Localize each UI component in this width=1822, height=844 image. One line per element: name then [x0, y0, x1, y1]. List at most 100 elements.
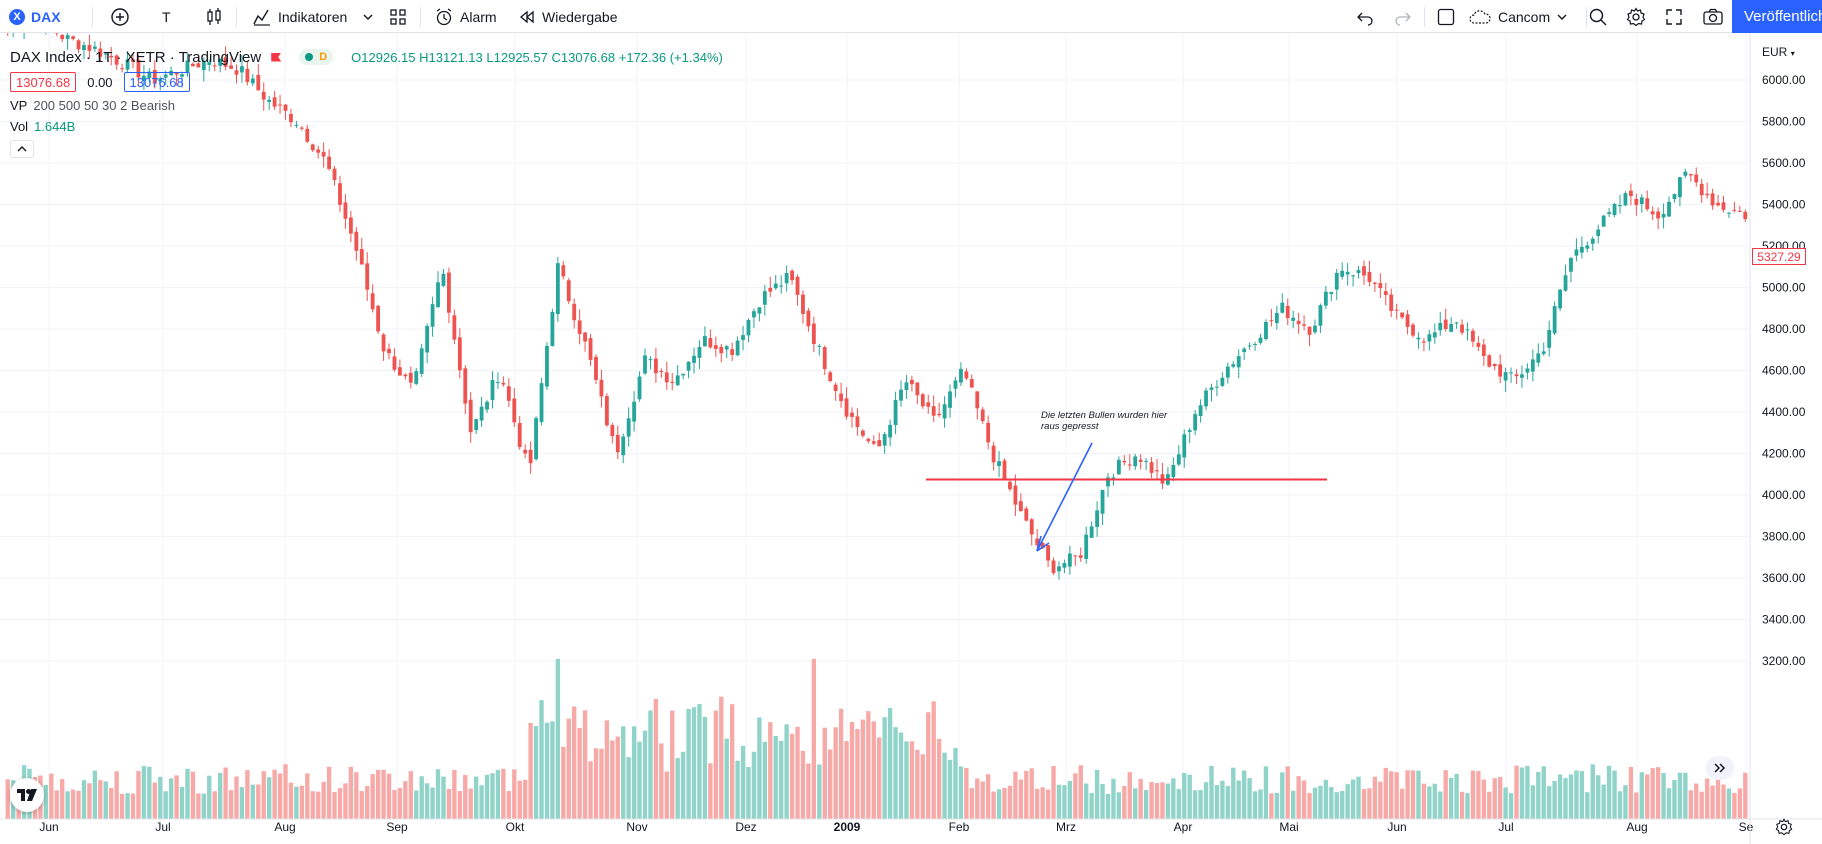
annotation-text-line2[interactable]: raus gepresst — [1041, 421, 1099, 432]
candle-body — [114, 55, 119, 65]
search-icon — [1589, 8, 1607, 25]
candle-body — [1220, 377, 1225, 386]
candle-body — [1471, 330, 1475, 342]
candle-body — [1612, 203, 1617, 216]
price-tick-label: 6000.00 — [1762, 73, 1806, 87]
indicators-icon — [253, 9, 270, 26]
volume-bar — [1606, 765, 1612, 819]
search-button[interactable] — [1588, 0, 1608, 33]
candle-body — [1590, 238, 1595, 244]
volume-bar — [1247, 778, 1252, 819]
candle-body — [1057, 566, 1061, 572]
layout-name-button[interactable]: Cancom — [1468, 0, 1568, 33]
candle-body — [1710, 193, 1715, 206]
time-tick-label: Jul — [155, 820, 170, 834]
chart-settings-gear-icon[interactable] — [1775, 818, 1793, 836]
volume-bar — [659, 743, 664, 819]
buy-price-button[interactable]: 13076.68 — [123, 72, 190, 92]
volume-bar — [76, 790, 81, 819]
volume-bar — [288, 782, 294, 819]
volume-bar — [109, 787, 114, 819]
candle-body — [1291, 317, 1296, 321]
candle-body — [152, 69, 157, 84]
volume-bar — [849, 722, 855, 819]
candle-body — [752, 311, 756, 318]
chart-legend: DAX Index · 1T · XETR · TradingView D O1… — [10, 47, 723, 158]
indicators-button[interactable]: Indikatoren — [252, 0, 347, 33]
volume-bar — [1367, 788, 1372, 819]
volume-bar — [1688, 790, 1693, 819]
volume-bar — [1111, 778, 1116, 819]
candle-body — [686, 361, 691, 371]
redo-button[interactable] — [1394, 0, 1412, 33]
snapshot-button[interactable] — [1702, 0, 1724, 33]
high-key: H — [419, 49, 429, 65]
volume-bar — [1209, 765, 1214, 819]
volume-profile-indicator[interactable]: VP 200 500 50 30 2 Bearish — [10, 98, 723, 113]
volume-bar — [828, 749, 833, 819]
volume-indicator[interactable]: Vol 1.644B — [10, 119, 723, 134]
layouts-button[interactable] — [388, 0, 408, 33]
price-chart[interactable]: Die letzten Bullen wurden hier raus gepr… — [0, 33, 1822, 844]
candle-body — [1274, 312, 1279, 324]
volume-bar — [103, 781, 108, 819]
replay-button[interactable]: Wiedergabe — [518, 0, 618, 33]
interval-button[interactable]: T — [162, 0, 171, 33]
volume-bar — [1051, 766, 1056, 819]
annotation-arrow[interactable] — [1036, 442, 1093, 552]
candle-body — [899, 389, 903, 401]
compare-add-button[interactable] — [110, 0, 130, 33]
volume-bar — [60, 779, 65, 819]
volume-bar — [1307, 793, 1312, 819]
candle-body — [1503, 372, 1508, 381]
candle-body — [632, 401, 637, 422]
candle-body — [136, 59, 141, 78]
candle-body — [1264, 321, 1268, 340]
time-tick-label: Aug — [274, 820, 295, 834]
volume-bar — [1405, 770, 1410, 819]
sell-price-button[interactable]: 13076.68 — [10, 72, 77, 92]
settings-button[interactable] — [1626, 0, 1646, 33]
collapse-legend-button[interactable] — [10, 140, 34, 158]
fullscreen-button[interactable] — [1664, 0, 1684, 33]
scroll-to-realtime-button[interactable] — [1706, 756, 1734, 780]
currency-selector[interactable]: EUR ▾ — [1762, 45, 1795, 59]
candle-body — [926, 402, 931, 407]
favorites-dropdown-button[interactable] — [362, 0, 374, 33]
volume-bar — [985, 774, 991, 819]
volume-bar — [92, 770, 98, 819]
volume-bar — [1383, 767, 1388, 819]
volume-bar — [702, 716, 708, 819]
volume-bar — [512, 769, 517, 819]
chart-pane[interactable]: Die letzten Bullen wurden hier raus gepr… — [0, 33, 1822, 844]
symbol-search-button[interactable]: X DAX — [9, 0, 61, 33]
volume-bar — [272, 769, 277, 819]
symbol-title[interactable]: DAX Index · 1T · XETR · TradingView — [10, 48, 262, 66]
volume-bar — [1192, 790, 1198, 819]
undo-button[interactable] — [1356, 0, 1374, 33]
candle-body — [1122, 460, 1127, 463]
volume-bar — [1323, 779, 1329, 819]
volume-bar — [713, 710, 718, 819]
drawings[interactable]: Die letzten Bullen wurden hier raus gepr… — [926, 410, 1327, 552]
annotation-text-line1[interactable]: Die letzten Bullen wurden hier — [1041, 410, 1168, 421]
candle-body — [1716, 202, 1720, 206]
volume-bar — [1563, 778, 1568, 819]
candle-body — [294, 124, 299, 126]
volume-bar — [452, 769, 457, 819]
chart-type-button[interactable] — [204, 0, 224, 33]
candle-body — [730, 349, 735, 355]
volume-bar — [1438, 791, 1443, 819]
candle-body — [289, 114, 293, 123]
volume-bar — [266, 777, 272, 819]
volume-bar — [54, 790, 59, 819]
publish-button[interactable]: Veröffentlichen — [1732, 0, 1822, 33]
tradingview-logo-icon[interactable] — [10, 778, 44, 812]
volume-bar — [1547, 786, 1552, 819]
axes[interactable]: 6000.005800.005600.005400.005200.005000.… — [0, 33, 1822, 844]
fullscreen-layout-button[interactable] — [1436, 0, 1456, 33]
alarm-button[interactable]: Alarm — [434, 0, 497, 33]
candle-body — [1345, 271, 1350, 275]
data-status-pill[interactable]: D — [299, 49, 334, 65]
volume-bar — [1274, 792, 1280, 819]
